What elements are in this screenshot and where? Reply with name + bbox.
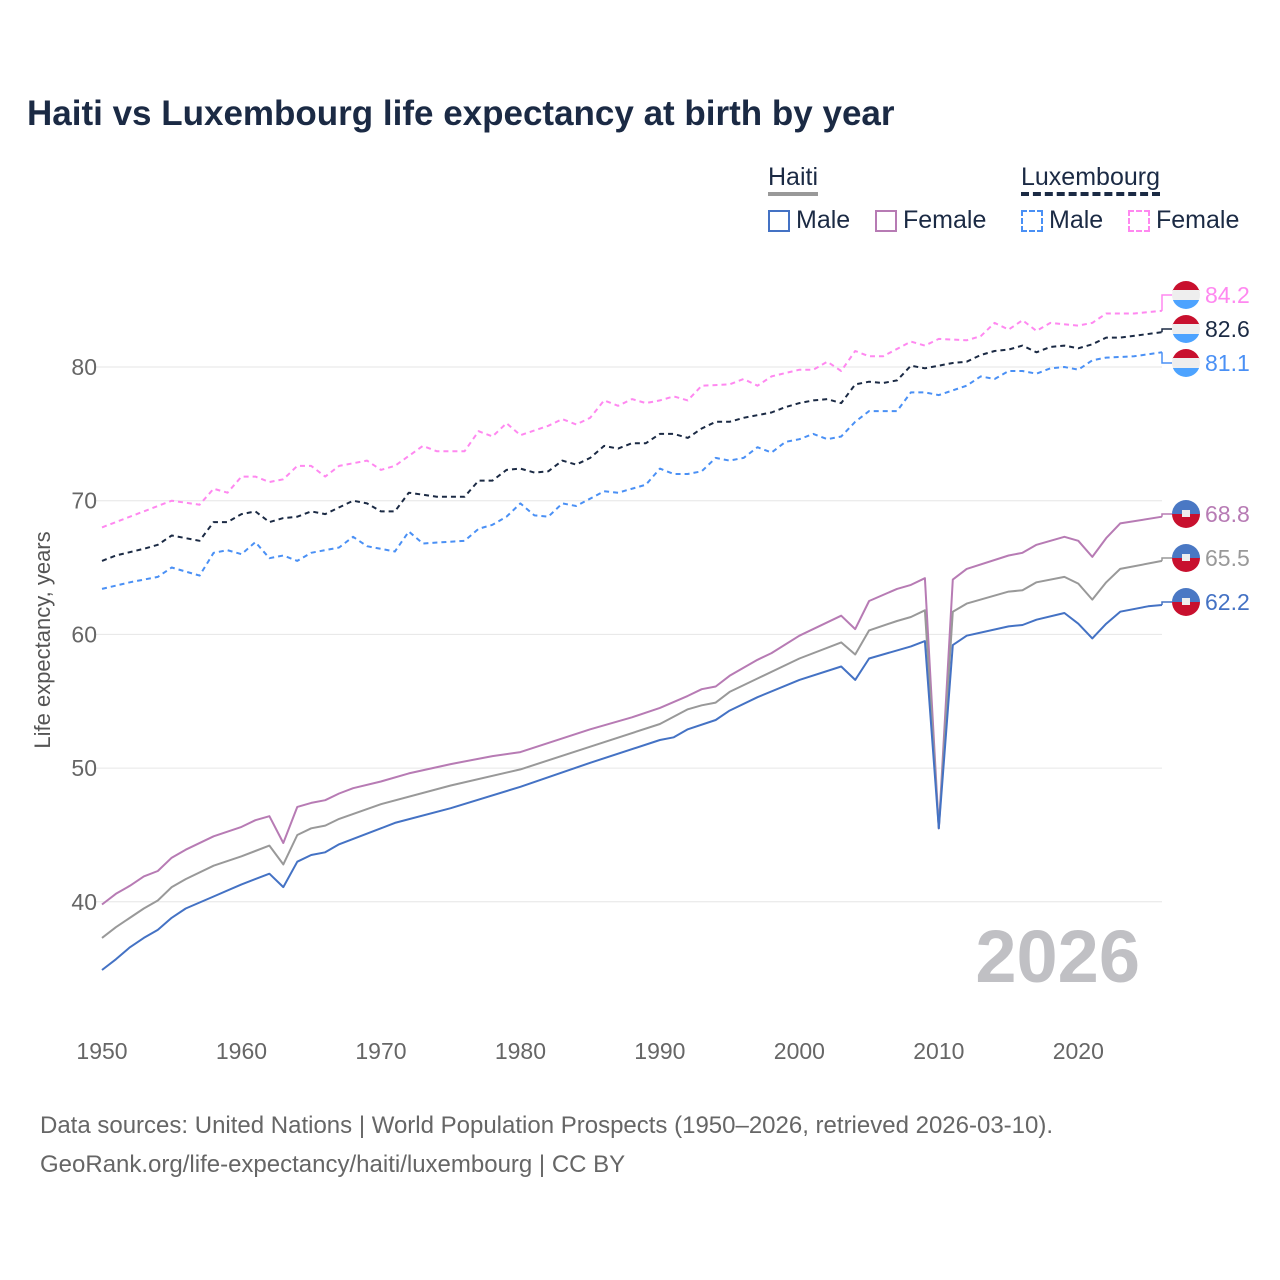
- series-line-luxembourg-female: [101, 309, 1163, 529]
- y-tick-label: 70: [71, 488, 97, 514]
- legend-swatch: [1128, 209, 1150, 232]
- legend-label: Male: [796, 206, 851, 234]
- end-value-label: 81.1: [1205, 350, 1250, 376]
- leader-line: [1161, 352, 1172, 364]
- chart-title: Haiti vs Luxembourg life expectancy at b…: [27, 94, 895, 133]
- legend-label: Female: [903, 206, 987, 234]
- y-tick-label: 80: [71, 354, 97, 380]
- legend-haiti-male[interactable]: Male: [768, 206, 850, 235]
- luxembourg-flag-icon: [1172, 315, 1200, 343]
- x-tick-label: 2000: [774, 1038, 825, 1064]
- legend-group-luxembourg: Luxembourg: [1021, 162, 1160, 196]
- source-note: Data sources: United Nations | World Pop…: [40, 1106, 1053, 1184]
- legend-haiti-female[interactable]: Female: [875, 206, 986, 235]
- y-tick-label: 60: [71, 621, 97, 647]
- haiti-flag-icon: [1172, 588, 1200, 616]
- luxembourg-flag-icon: [1172, 281, 1200, 309]
- end-value-label: 68.8: [1205, 501, 1250, 527]
- leader-line: [1161, 557, 1172, 561]
- legend-label: Male: [1049, 206, 1104, 234]
- y-axis-label: Life expectancy, years: [30, 531, 55, 748]
- haiti-flag-icon: [1172, 500, 1200, 528]
- legend-swatch: [1021, 209, 1043, 232]
- leader-line: [1161, 513, 1172, 517]
- source-url[interactable]: GeoRank.org/life-expectancy/haiti/luxemb…: [40, 1151, 626, 1178]
- series-line-haiti-male: [101, 604, 1163, 971]
- leader-line: [1161, 601, 1172, 605]
- legend-swatch: [875, 209, 897, 232]
- haiti-flag-icon: [1172, 544, 1200, 572]
- source-line: Data sources: United Nations | World Pop…: [40, 1112, 1054, 1139]
- legend-swatch: [768, 209, 790, 232]
- x-tick-label: 1960: [216, 1038, 267, 1064]
- end-value-label: 62.2: [1205, 589, 1250, 615]
- series-line-luxembourg-male: [101, 351, 1163, 590]
- series-line-haiti-female: [101, 515, 1163, 906]
- series-line-haiti-total: [101, 559, 1163, 939]
- luxembourg-flag-icon: [1172, 349, 1200, 377]
- x-tick-label: 2020: [1053, 1038, 1104, 1064]
- leader-line: [1161, 328, 1172, 333]
- legend-label: Female: [1156, 206, 1240, 234]
- y-tick-label: 40: [71, 889, 97, 915]
- y-tick-label: 50: [71, 755, 97, 781]
- x-tick-label: 1980: [495, 1038, 546, 1064]
- legend-luxembourg-female[interactable]: Female: [1128, 206, 1239, 235]
- x-tick-label: 2010: [913, 1038, 964, 1064]
- x-tick-label: 1950: [76, 1038, 127, 1064]
- end-value-label: 82.6: [1205, 316, 1250, 342]
- end-value-label: 65.5: [1205, 545, 1250, 571]
- end-value-label: 84.2: [1205, 282, 1250, 308]
- legend-group-haiti: Haiti: [768, 162, 819, 196]
- x-tick-label: 1990: [634, 1038, 685, 1064]
- leader-line: [1161, 294, 1172, 311]
- year-watermark: 2026: [975, 915, 1140, 998]
- series-line-luxembourg-total: [101, 331, 1163, 562]
- x-tick-label: 1970: [355, 1038, 406, 1064]
- legend-luxembourg-male[interactable]: Male: [1021, 206, 1103, 235]
